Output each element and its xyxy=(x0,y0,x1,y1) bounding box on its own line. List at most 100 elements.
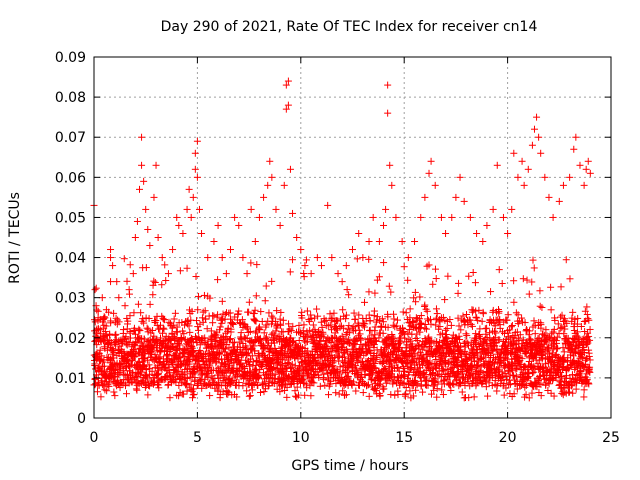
data-point xyxy=(107,317,115,325)
data-point xyxy=(261,297,269,305)
data-point xyxy=(300,273,308,281)
data-point xyxy=(180,390,188,398)
data-point xyxy=(194,326,202,334)
data-point xyxy=(226,309,234,317)
data-point xyxy=(300,321,308,329)
data-point xyxy=(273,307,281,315)
data-point xyxy=(252,292,260,300)
data-point xyxy=(109,361,117,369)
data-point xyxy=(190,390,198,398)
data-point xyxy=(157,334,165,342)
data-point xyxy=(257,388,265,396)
data-point xyxy=(110,388,118,396)
data-point xyxy=(206,392,214,400)
data-point xyxy=(142,365,150,373)
data-point xyxy=(247,259,255,267)
data-point xyxy=(96,346,104,354)
data-point xyxy=(131,373,139,381)
data-point xyxy=(237,329,245,337)
data-point xyxy=(94,307,102,315)
data-point xyxy=(146,300,154,308)
data-point xyxy=(150,332,158,340)
data-point xyxy=(155,369,163,377)
data-point xyxy=(115,318,123,326)
data-point xyxy=(253,261,261,269)
data-point xyxy=(120,255,128,263)
data-point xyxy=(209,319,217,327)
data-point xyxy=(192,317,200,325)
data-point xyxy=(107,373,115,381)
data-point xyxy=(123,356,131,364)
data-point xyxy=(101,328,109,336)
data-point xyxy=(137,309,145,317)
data-point xyxy=(303,307,311,315)
data-point xyxy=(111,331,119,339)
data-point xyxy=(283,393,291,401)
data-point xyxy=(186,328,194,336)
data-point xyxy=(95,381,103,389)
data-point xyxy=(144,337,152,345)
data-point xyxy=(111,339,119,347)
data-point xyxy=(288,360,296,368)
data-point xyxy=(137,368,145,376)
data-point xyxy=(245,298,253,306)
data-point xyxy=(125,338,133,346)
data-point xyxy=(123,277,131,285)
data-point xyxy=(130,351,138,359)
data-point xyxy=(170,315,178,323)
data-point xyxy=(257,308,265,316)
data-point xyxy=(149,291,157,299)
data-point xyxy=(124,317,132,325)
data-point xyxy=(126,261,134,269)
data-point xyxy=(100,362,108,370)
data-point xyxy=(217,316,225,324)
data-point xyxy=(93,388,101,396)
data-point xyxy=(156,359,164,367)
data-point xyxy=(100,313,108,321)
data-point xyxy=(176,267,184,275)
data-point xyxy=(106,330,114,338)
data-point xyxy=(143,324,151,332)
data-point xyxy=(292,392,300,400)
data-point xyxy=(210,312,218,320)
data-point xyxy=(151,278,159,286)
data-point xyxy=(301,391,309,399)
data-point xyxy=(286,268,294,276)
data-point xyxy=(277,308,285,316)
data-point xyxy=(158,281,166,289)
data-point xyxy=(131,330,139,338)
data-point xyxy=(101,386,109,394)
data-point xyxy=(139,315,147,323)
data-point xyxy=(150,277,158,285)
data-point xyxy=(134,300,142,308)
data-point xyxy=(268,277,276,285)
data-point xyxy=(171,309,179,317)
data-point xyxy=(144,356,152,364)
data-point xyxy=(120,326,128,334)
data-point xyxy=(160,325,168,333)
data-point xyxy=(251,306,259,314)
data-point xyxy=(123,390,131,398)
data-point xyxy=(148,350,156,358)
data-point xyxy=(102,322,110,330)
data-point xyxy=(111,392,119,400)
data-point xyxy=(302,256,310,264)
data-point xyxy=(94,325,102,333)
data-point xyxy=(136,359,144,367)
data-point xyxy=(218,315,226,323)
data-point xyxy=(295,321,303,329)
data-point xyxy=(143,372,151,380)
data-point xyxy=(122,381,130,389)
data-point xyxy=(103,387,111,395)
data-point xyxy=(143,375,151,383)
data-point xyxy=(136,327,144,335)
data-point xyxy=(218,297,226,305)
data-point xyxy=(91,362,99,370)
chart-title: Day 290 of 2021, Rate Of TEC Index for r… xyxy=(161,19,538,35)
data-point xyxy=(153,335,161,343)
data-point xyxy=(126,312,134,320)
data-point xyxy=(166,394,174,402)
data-point xyxy=(135,325,143,333)
data-point xyxy=(198,314,206,322)
